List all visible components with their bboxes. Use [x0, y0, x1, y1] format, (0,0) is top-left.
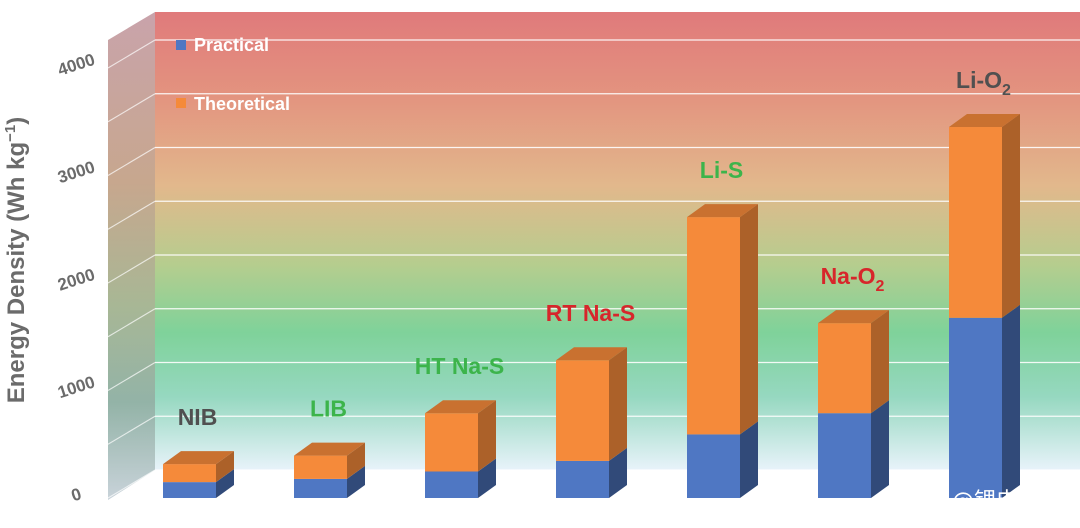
gridline-side: [107, 469, 156, 499]
gridline-side: [107, 200, 156, 230]
bar-theoretical: [818, 323, 871, 414]
bar-practical-side: [216, 469, 234, 498]
bar-theoretical-side: [871, 310, 889, 414]
bar-group-li-s: [687, 204, 758, 498]
gridline-side: [107, 39, 156, 69]
gridline-side: [107, 415, 156, 445]
y-tick-label: 2000: [55, 265, 97, 295]
bar-theoretical: [163, 464, 216, 483]
watermark: 头条 @锂电百科: [901, 489, 1062, 514]
bar-practical: [949, 317, 1002, 498]
bar-practical-side: [347, 465, 365, 498]
bar-theoretical-side: [1002, 114, 1020, 318]
bar-practical-side: [478, 458, 496, 498]
y-tick-label: 0: [69, 484, 84, 505]
y-tick-label: 4000: [55, 50, 97, 80]
category-labels: NIB LIB HT Na-S RT Na-S Li-S Na-O2 Li-O2: [178, 67, 1011, 430]
bar-practical: [818, 413, 871, 498]
category-label: RT Na-S: [546, 300, 635, 326]
y-axis-ticks: 0 1000 2000 3000 4000: [55, 50, 97, 505]
gridline-side: [107, 362, 156, 391]
bar-top: [425, 400, 496, 414]
bar-top: [163, 451, 234, 465]
legend-swatch-practical: [176, 40, 186, 50]
bar-practical-side: [871, 400, 889, 498]
bar-theoretical-side: [609, 347, 627, 461]
bar-theoretical: [556, 360, 609, 461]
bar-practical: [687, 434, 740, 498]
bar-theoretical: [687, 217, 740, 435]
bar-theoretical: [425, 413, 478, 472]
bar-theoretical-side: [478, 400, 496, 472]
bar-practical-side: [740, 421, 758, 498]
gridline-side: [107, 147, 156, 176]
bar-theoretical: [294, 455, 347, 479]
category-label: Li-O2: [956, 67, 1011, 99]
bar-theoretical-side: [216, 451, 234, 483]
bars: [163, 114, 1020, 498]
bar-theoretical-side: [740, 204, 758, 435]
y-axis-title: Energy Density (Wh kg−1): [2, 117, 30, 403]
category-label: NIB: [178, 404, 218, 430]
category-label: HT Na-S: [415, 353, 504, 379]
bar-group-lib: [294, 442, 365, 498]
bar-group-rt-na-s: [556, 347, 627, 498]
bar-practical-side: [609, 447, 627, 498]
gridline-side: [107, 254, 156, 284]
legend: Practical Theoretical: [176, 35, 290, 114]
bar-group-nib: [163, 451, 234, 498]
bar-theoretical-side: [347, 442, 365, 479]
bar-practical: [556, 460, 609, 498]
bar-practical: [163, 482, 216, 498]
bar-top: [687, 204, 758, 218]
bar-practical-side: [1002, 304, 1020, 498]
bar-top: [949, 114, 1020, 128]
gridline-side: [107, 308, 156, 338]
bar-top: [556, 347, 627, 361]
category-label: LIB: [310, 396, 347, 422]
legend-label-theoretical: Theoretical: [194, 94, 290, 114]
y-tick-label: 3000: [55, 157, 97, 187]
bar-group-li-o2: [949, 114, 1020, 498]
bar-top: [818, 310, 889, 324]
legend-label-practical: Practical: [194, 35, 269, 55]
bar-practical: [294, 478, 347, 498]
legend-swatch-theoretical: [176, 98, 186, 108]
bar-group-na-o2: [818, 310, 889, 498]
y-tick-label: 1000: [55, 372, 97, 402]
category-label: Li-S: [700, 157, 743, 183]
left-wall: [108, 12, 155, 500]
gridline-side: [107, 93, 156, 123]
category-label: Na-O2: [821, 263, 885, 295]
bar-top: [294, 442, 365, 456]
bar-practical: [425, 471, 478, 498]
bar-theoretical: [949, 127, 1002, 318]
bar-group-ht-na-s: [425, 400, 496, 498]
